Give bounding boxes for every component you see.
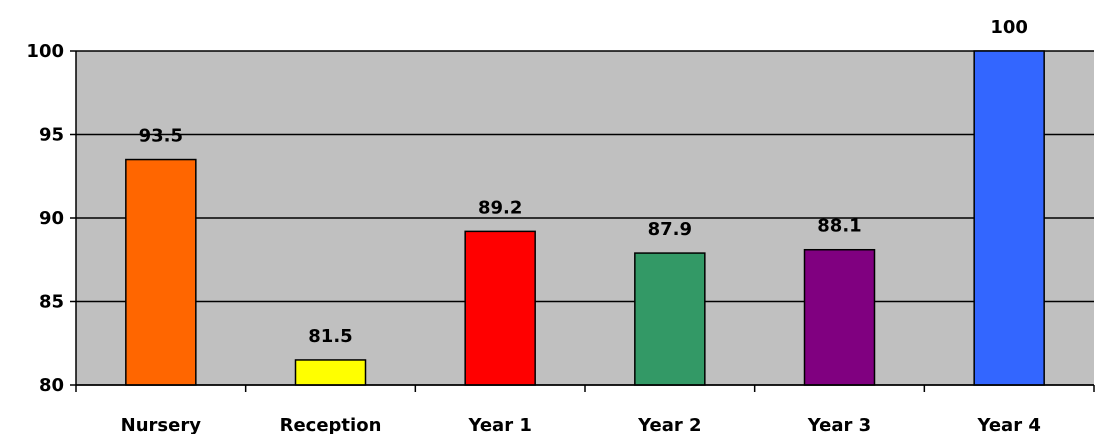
bar-year-3	[803, 248, 876, 386]
y-tick-label: 95	[39, 125, 64, 146]
bar-year-4	[973, 50, 1045, 386]
y-tick-label: 90	[39, 208, 64, 229]
y-tick-label: 80	[39, 375, 64, 396]
y-tick-label: 85	[39, 292, 64, 313]
bar-year-1	[464, 230, 536, 386]
x-category-label: Year 2	[637, 415, 701, 434]
bar-reception	[294, 359, 367, 386]
bar-year-2	[634, 252, 706, 386]
axes	[70, 50, 1095, 392]
x-category-label: Nursery	[121, 415, 202, 434]
x-category-label: Year 3	[807, 415, 871, 434]
data-label: 88.1	[817, 216, 861, 237]
y-axis-tick-labels: 80 85 90 95 100	[26, 41, 64, 396]
bar-nursery	[125, 158, 197, 386]
x-category-label: Reception	[280, 415, 382, 434]
x-category-label: Year 1	[467, 415, 531, 434]
bars	[125, 50, 1045, 386]
data-label: 89.2	[478, 197, 522, 218]
x-axis-category-labels: Nursery Reception Year 1 Year 2 Year 3 Year 4	[121, 415, 1041, 434]
data-label: 100	[990, 17, 1028, 38]
y-tick-label: 100	[26, 41, 64, 62]
data-label: 87.9	[648, 219, 692, 240]
data-label: 93.5	[139, 126, 183, 147]
data-label: 81.5	[308, 326, 352, 347]
data-labels: 93.5 81.5 89.2 87.9 88.1 100	[139, 17, 1028, 347]
x-category-label: Year 4	[976, 415, 1040, 434]
